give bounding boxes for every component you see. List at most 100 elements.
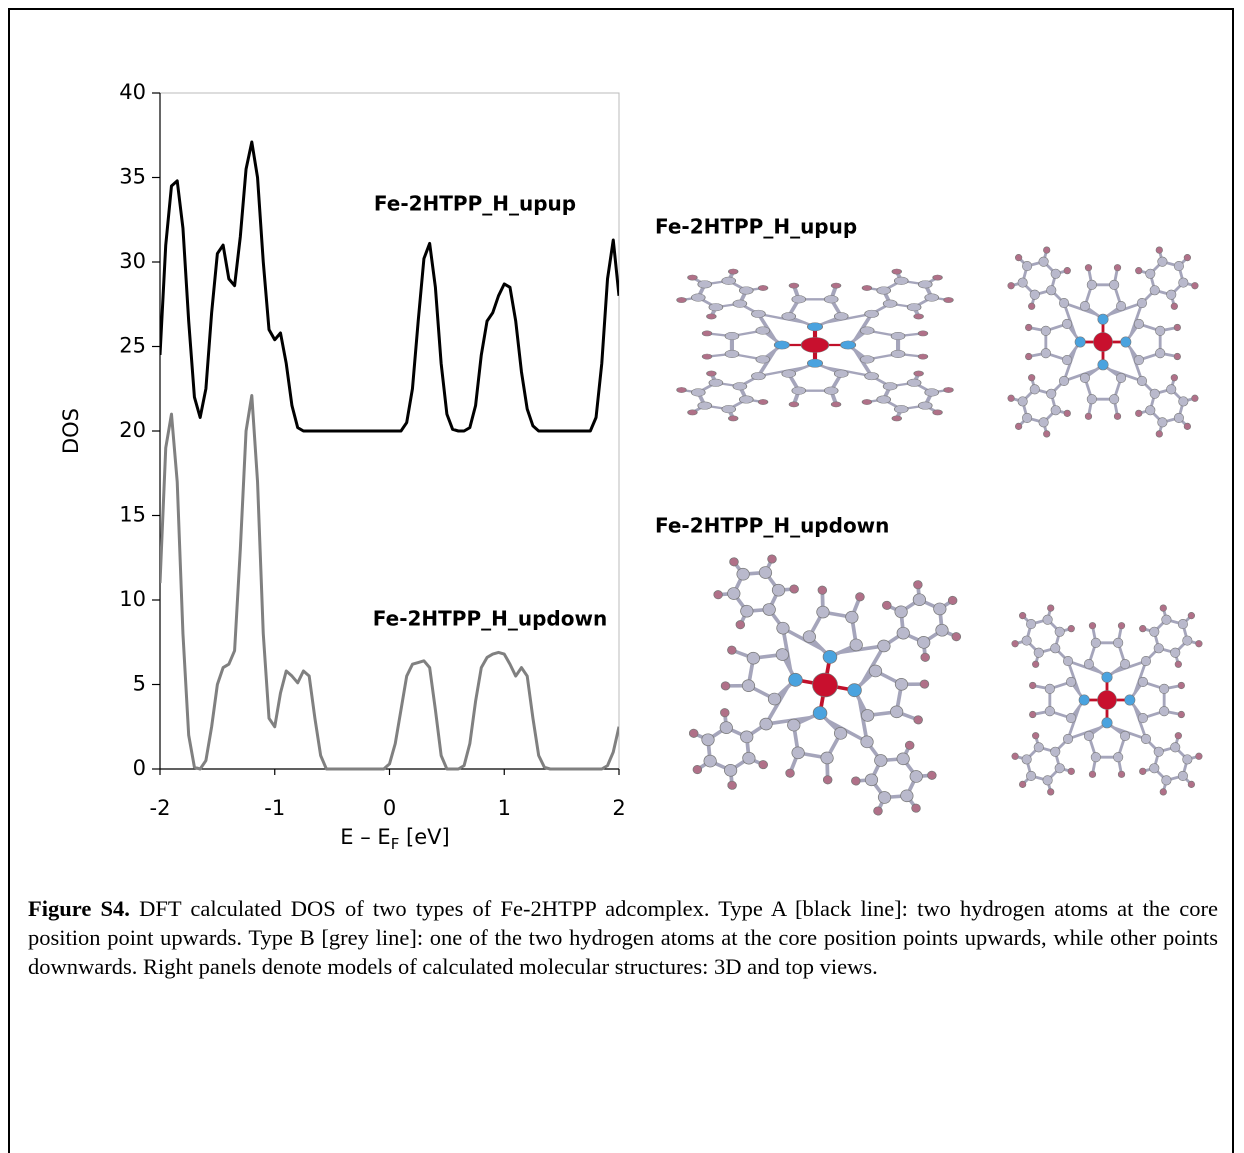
x-axis-label: E – EF [eV] [340,825,449,853]
hydrogen-atom [944,297,954,302]
molecule-model [1012,605,1202,795]
hydrogen-atom [1019,612,1026,619]
carbon-atom [1084,731,1094,741]
hydrogen-atom [1029,711,1036,718]
hydrogen-atom [1032,661,1039,668]
hydrogen-atom [851,776,861,786]
carbon-atom [733,383,747,391]
carbon-atom [1022,261,1031,271]
hydrogen-atom [1019,781,1026,788]
carbon-atom [1150,627,1160,637]
hydrogen-atom [713,590,723,600]
hydrogen-atom [927,770,937,780]
carbon-atom [1137,298,1147,308]
carbon-atom [733,300,747,308]
carbon-atom [1146,405,1156,415]
hydrogen-atom [1178,682,1185,689]
carbon-atom [1183,636,1193,646]
molecule-model [681,546,969,824]
hydrogen-atom [914,371,924,376]
hydrogen-atom [944,387,954,392]
hydrogen-atom [1085,413,1092,420]
hydrogen-atom [918,331,928,336]
hydrogen-atom [1012,640,1019,647]
hydrogen-atom [785,768,795,778]
hydrogen-atom [1068,625,1075,632]
hydrogen-atom [1188,781,1195,788]
x-tick-label: -1 [264,796,285,820]
carbon-atom [792,296,806,304]
carbon-atom [1141,656,1151,666]
iron-atom [1094,333,1113,352]
hydrogen-atom [817,585,827,595]
hydrogen-atom [721,681,731,691]
carbon-atom [883,300,897,308]
hydrogen-atom [727,645,737,655]
carbon-atom [1047,389,1057,399]
page: {"chart_data":{"type":"line","ylabel":"D… [0,0,1244,1153]
hydrogen-atom [1184,254,1191,261]
carbon-atom [891,332,905,340]
carbon-atom [1091,752,1101,762]
nitrogen-atom [1102,672,1112,682]
series-line [160,142,619,431]
carbon-atom [1018,278,1028,288]
figure: Fe-2HTPP_H_upup Fe-2HTPP_H_updown 051015… [0,0,1244,870]
hydrogen-atom [831,402,841,407]
hydrogen-atom [1012,753,1019,760]
carbon-atom [1062,355,1072,365]
carbon-atom [1066,677,1076,687]
carbon-atom [698,281,712,289]
carbon-atom [1066,713,1076,723]
carbon-atom [816,605,830,619]
carbon-atom [756,356,770,364]
y-tick-label: 0 [133,756,146,780]
nitrogen-atom [1098,314,1108,324]
carbon-atom [1179,278,1189,288]
carbon-atom [1087,280,1097,290]
carbon-atom [865,372,879,380]
hydrogen-atom [1156,431,1163,438]
carbon-atom [752,310,766,318]
carbon-atom [1141,734,1151,744]
carbon-atom [1034,648,1044,658]
carbon-atom [722,277,736,285]
carbon-atom [722,405,736,413]
series-line [160,396,619,769]
hydrogen-atom [1160,605,1167,612]
hydrogen-atom [677,297,687,302]
carbon-atom [756,327,770,335]
hydrogen-atom [1068,768,1075,775]
hydrogen-atom [1043,247,1050,254]
carbon-atom [1162,615,1172,625]
carbon-atom [1137,376,1147,386]
hydrogen-atom [702,331,712,336]
hydrogen-atom [831,283,841,288]
hydrogen-atom [1175,732,1182,739]
hydrogen-atom [823,775,833,785]
carbon-atom [1045,706,1055,716]
carbon-atom [752,372,766,380]
carbon-atom [739,396,753,404]
carbon-atom [820,751,834,765]
carbon-atom [739,287,753,295]
hydrogen-atom [1029,682,1036,689]
hydrogen-atom [1015,423,1022,430]
carbon-atom [725,350,739,358]
carbon-atom [1150,389,1160,399]
hydrogen-atom [1047,605,1054,612]
hydrogen-atom [1135,410,1142,417]
hydrogen-atom [1008,395,1015,402]
carbon-atom [860,327,874,335]
y-tick-label: 5 [133,672,146,696]
y-axis-label: DOS [59,408,83,454]
carbon-atom [1041,326,1051,336]
carbon-atom [1055,627,1065,637]
carbon-atom [1178,619,1188,629]
y-tick-label: 25 [119,334,146,358]
hydrogen-atom [728,416,738,421]
carbon-atom [1026,619,1036,629]
carbon-atom [1154,747,1164,757]
hydrogen-atom [789,283,799,288]
hydrogen-atom [892,416,902,421]
